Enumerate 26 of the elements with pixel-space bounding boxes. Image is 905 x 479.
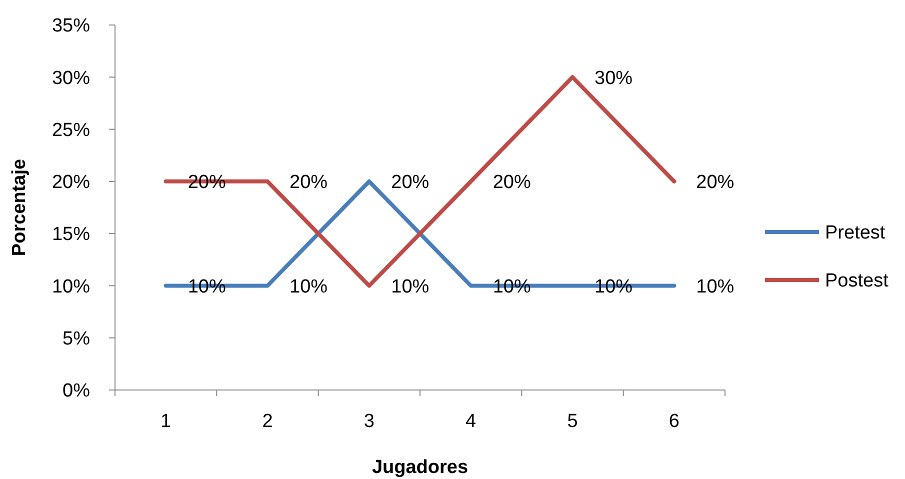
data-label: 30% (594, 68, 633, 89)
x-tick-label: 1 (160, 411, 172, 432)
x-tick-label: 3 (364, 411, 374, 432)
x-axis-title: Jugadores (372, 457, 468, 478)
data-label: 10% (290, 276, 328, 298)
y-tick-label: 30% (52, 68, 90, 89)
y-tick-label: 15% (52, 224, 90, 246)
y-tick-label: 5% (62, 328, 90, 350)
x-tick-label: 2 (262, 411, 273, 432)
y-tick-label: 10% (52, 276, 90, 298)
y-tick-label: 25% (52, 120, 90, 141)
y-tick-label: 20% (52, 172, 90, 194)
data-label: 20% (696, 172, 734, 194)
data-label: 20% (391, 172, 430, 194)
data-label: 10% (391, 276, 430, 298)
data-label: 10% (696, 276, 734, 298)
y-tick-label: 0% (62, 380, 90, 402)
legend-label: Pretest (825, 222, 886, 244)
x-tick-label: 5 (567, 411, 578, 432)
y-axis-title: Porcentaje (9, 158, 30, 256)
data-label: 20% (290, 172, 328, 194)
legend-label: Postest (825, 270, 890, 292)
data-label: 20% (492, 172, 531, 194)
y-tick-label: 35% (52, 16, 90, 37)
x-tick-label: 6 (668, 411, 680, 432)
x-tick-label: 4 (466, 411, 477, 432)
